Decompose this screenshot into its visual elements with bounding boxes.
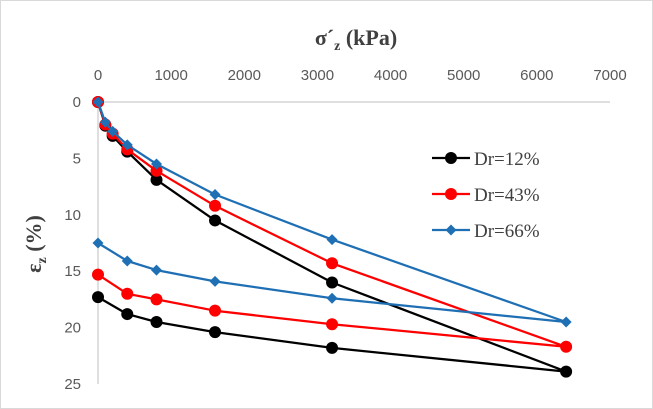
x-tick-label: 7000 bbox=[593, 67, 626, 84]
y-tick-label: 20 bbox=[64, 320, 81, 337]
data-point bbox=[121, 308, 134, 321]
axes: 0 1000 2000 3000 4000 5000 6000 7000 0 5 10 15 20 25 bbox=[64, 67, 626, 393]
data-point bbox=[150, 173, 163, 186]
data-point bbox=[107, 125, 119, 137]
x-tick-label: 6000 bbox=[520, 67, 553, 84]
y-tick-labels: 0 5 10 15 20 25 bbox=[64, 94, 81, 393]
y-tick-label: 5 bbox=[73, 150, 81, 167]
plot-area bbox=[92, 96, 573, 378]
data-point bbox=[92, 96, 104, 108]
data-point bbox=[560, 365, 573, 378]
data-point bbox=[209, 326, 222, 339]
data-point bbox=[92, 237, 104, 249]
data-point bbox=[209, 304, 222, 317]
y-axis-title: εz (%) bbox=[21, 215, 50, 273]
data-point bbox=[150, 293, 163, 306]
x-tick-label: 0 bbox=[94, 67, 102, 84]
data-point bbox=[326, 341, 339, 354]
data-point bbox=[92, 291, 104, 304]
data-point bbox=[92, 268, 104, 281]
legend-marker bbox=[445, 152, 457, 164]
y-tick-label: 15 bbox=[64, 263, 81, 280]
y-tick-label: 10 bbox=[64, 207, 81, 224]
legend-marker bbox=[445, 188, 457, 200]
data-point bbox=[209, 275, 221, 287]
data-point bbox=[121, 255, 133, 267]
data-point bbox=[209, 214, 222, 227]
x-tick-labels: 0 1000 2000 3000 4000 5000 6000 7000 bbox=[94, 67, 627, 84]
data-point bbox=[326, 257, 339, 270]
legend-label: Dr=12% bbox=[474, 149, 540, 170]
data-point bbox=[326, 234, 338, 246]
data-point bbox=[99, 116, 111, 128]
data-point bbox=[121, 139, 133, 151]
legend-label: Dr=66% bbox=[474, 221, 540, 242]
legend-label: Dr=43% bbox=[474, 185, 540, 206]
x-tick-label: 2000 bbox=[228, 67, 261, 84]
legend-entry: Dr=12% bbox=[432, 149, 540, 170]
legend-entry: Dr=43% bbox=[432, 185, 540, 206]
data-point bbox=[150, 164, 163, 177]
legend-marker bbox=[445, 224, 457, 236]
data-point bbox=[151, 264, 163, 276]
series-3 bbox=[92, 96, 572, 328]
series-line bbox=[96, 101, 568, 324]
legend: Dr=12% Dr=43% Dr=66% bbox=[432, 149, 540, 242]
data-point bbox=[150, 315, 163, 328]
data-point bbox=[121, 287, 134, 300]
data-point bbox=[209, 199, 222, 212]
legend-entry: Dr=66% bbox=[432, 221, 540, 242]
data-point bbox=[326, 318, 339, 331]
data-point bbox=[326, 292, 338, 304]
data-point bbox=[326, 276, 339, 289]
data-point bbox=[560, 316, 572, 328]
x-tick-label: 5000 bbox=[447, 67, 480, 84]
x-tick-label: 4000 bbox=[374, 67, 407, 84]
x-axis-title: σ´z (kPa) bbox=[315, 25, 397, 54]
y-tick-label: 25 bbox=[64, 376, 81, 393]
data-point bbox=[151, 158, 163, 170]
x-tick-label: 1000 bbox=[154, 67, 187, 84]
y-tick-label: 0 bbox=[73, 94, 81, 111]
x-tick-label: 3000 bbox=[301, 67, 334, 84]
data-point bbox=[209, 188, 221, 200]
data-point bbox=[560, 340, 573, 353]
